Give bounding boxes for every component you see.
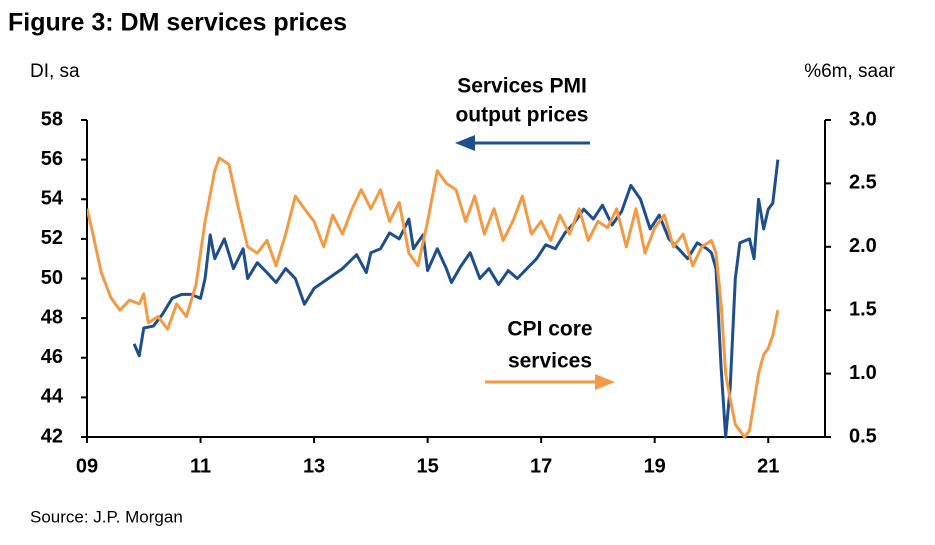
y-tick-label: 48 xyxy=(41,306,63,328)
source: Source: J.P. Morgan xyxy=(30,507,183,526)
series-line xyxy=(132,159,780,439)
x-tick-label: 17 xyxy=(530,455,552,477)
y-tick-label: 56 xyxy=(41,148,63,170)
arrow-head xyxy=(595,374,615,390)
y-tick-label: 44 xyxy=(41,386,64,408)
annotation: output prices xyxy=(455,104,588,127)
arrow-head xyxy=(455,135,475,151)
chart-title: Figure 3: DM services prices xyxy=(8,9,347,37)
y-tick-label: 54 xyxy=(41,188,64,210)
y-tick-label: 52 xyxy=(41,227,63,249)
y2-axis-label: %6m, saar xyxy=(804,61,895,82)
x-tick-label: 19 xyxy=(644,455,666,477)
y2-tick-label: 2.5 xyxy=(849,172,877,194)
annotation: services xyxy=(508,350,592,373)
y-tick-label: 58 xyxy=(41,108,63,130)
x-tick-label: 11 xyxy=(190,455,211,477)
y-tick-label: 42 xyxy=(41,425,63,447)
y-axis-label: DI, sa xyxy=(30,61,80,82)
y2-tick-label: 3.0 xyxy=(849,108,877,130)
series-line xyxy=(87,156,780,439)
y-tick-label: 46 xyxy=(41,346,63,368)
y2-tick-label: 2.0 xyxy=(849,235,877,257)
y2-tick-label: 1.0 xyxy=(849,362,877,384)
x-tick-label: 13 xyxy=(303,455,325,477)
x-tick-label: 15 xyxy=(416,455,438,477)
y2-tick-label: 0.5 xyxy=(849,425,877,447)
annotation: Services PMI xyxy=(457,75,587,98)
x-tick-label: 21 xyxy=(757,455,779,477)
y-tick-label: 50 xyxy=(41,267,63,289)
annotation: CPI core xyxy=(507,318,592,341)
y2-tick-label: 1.5 xyxy=(849,298,877,320)
x-tick-label: 09 xyxy=(76,455,98,477)
